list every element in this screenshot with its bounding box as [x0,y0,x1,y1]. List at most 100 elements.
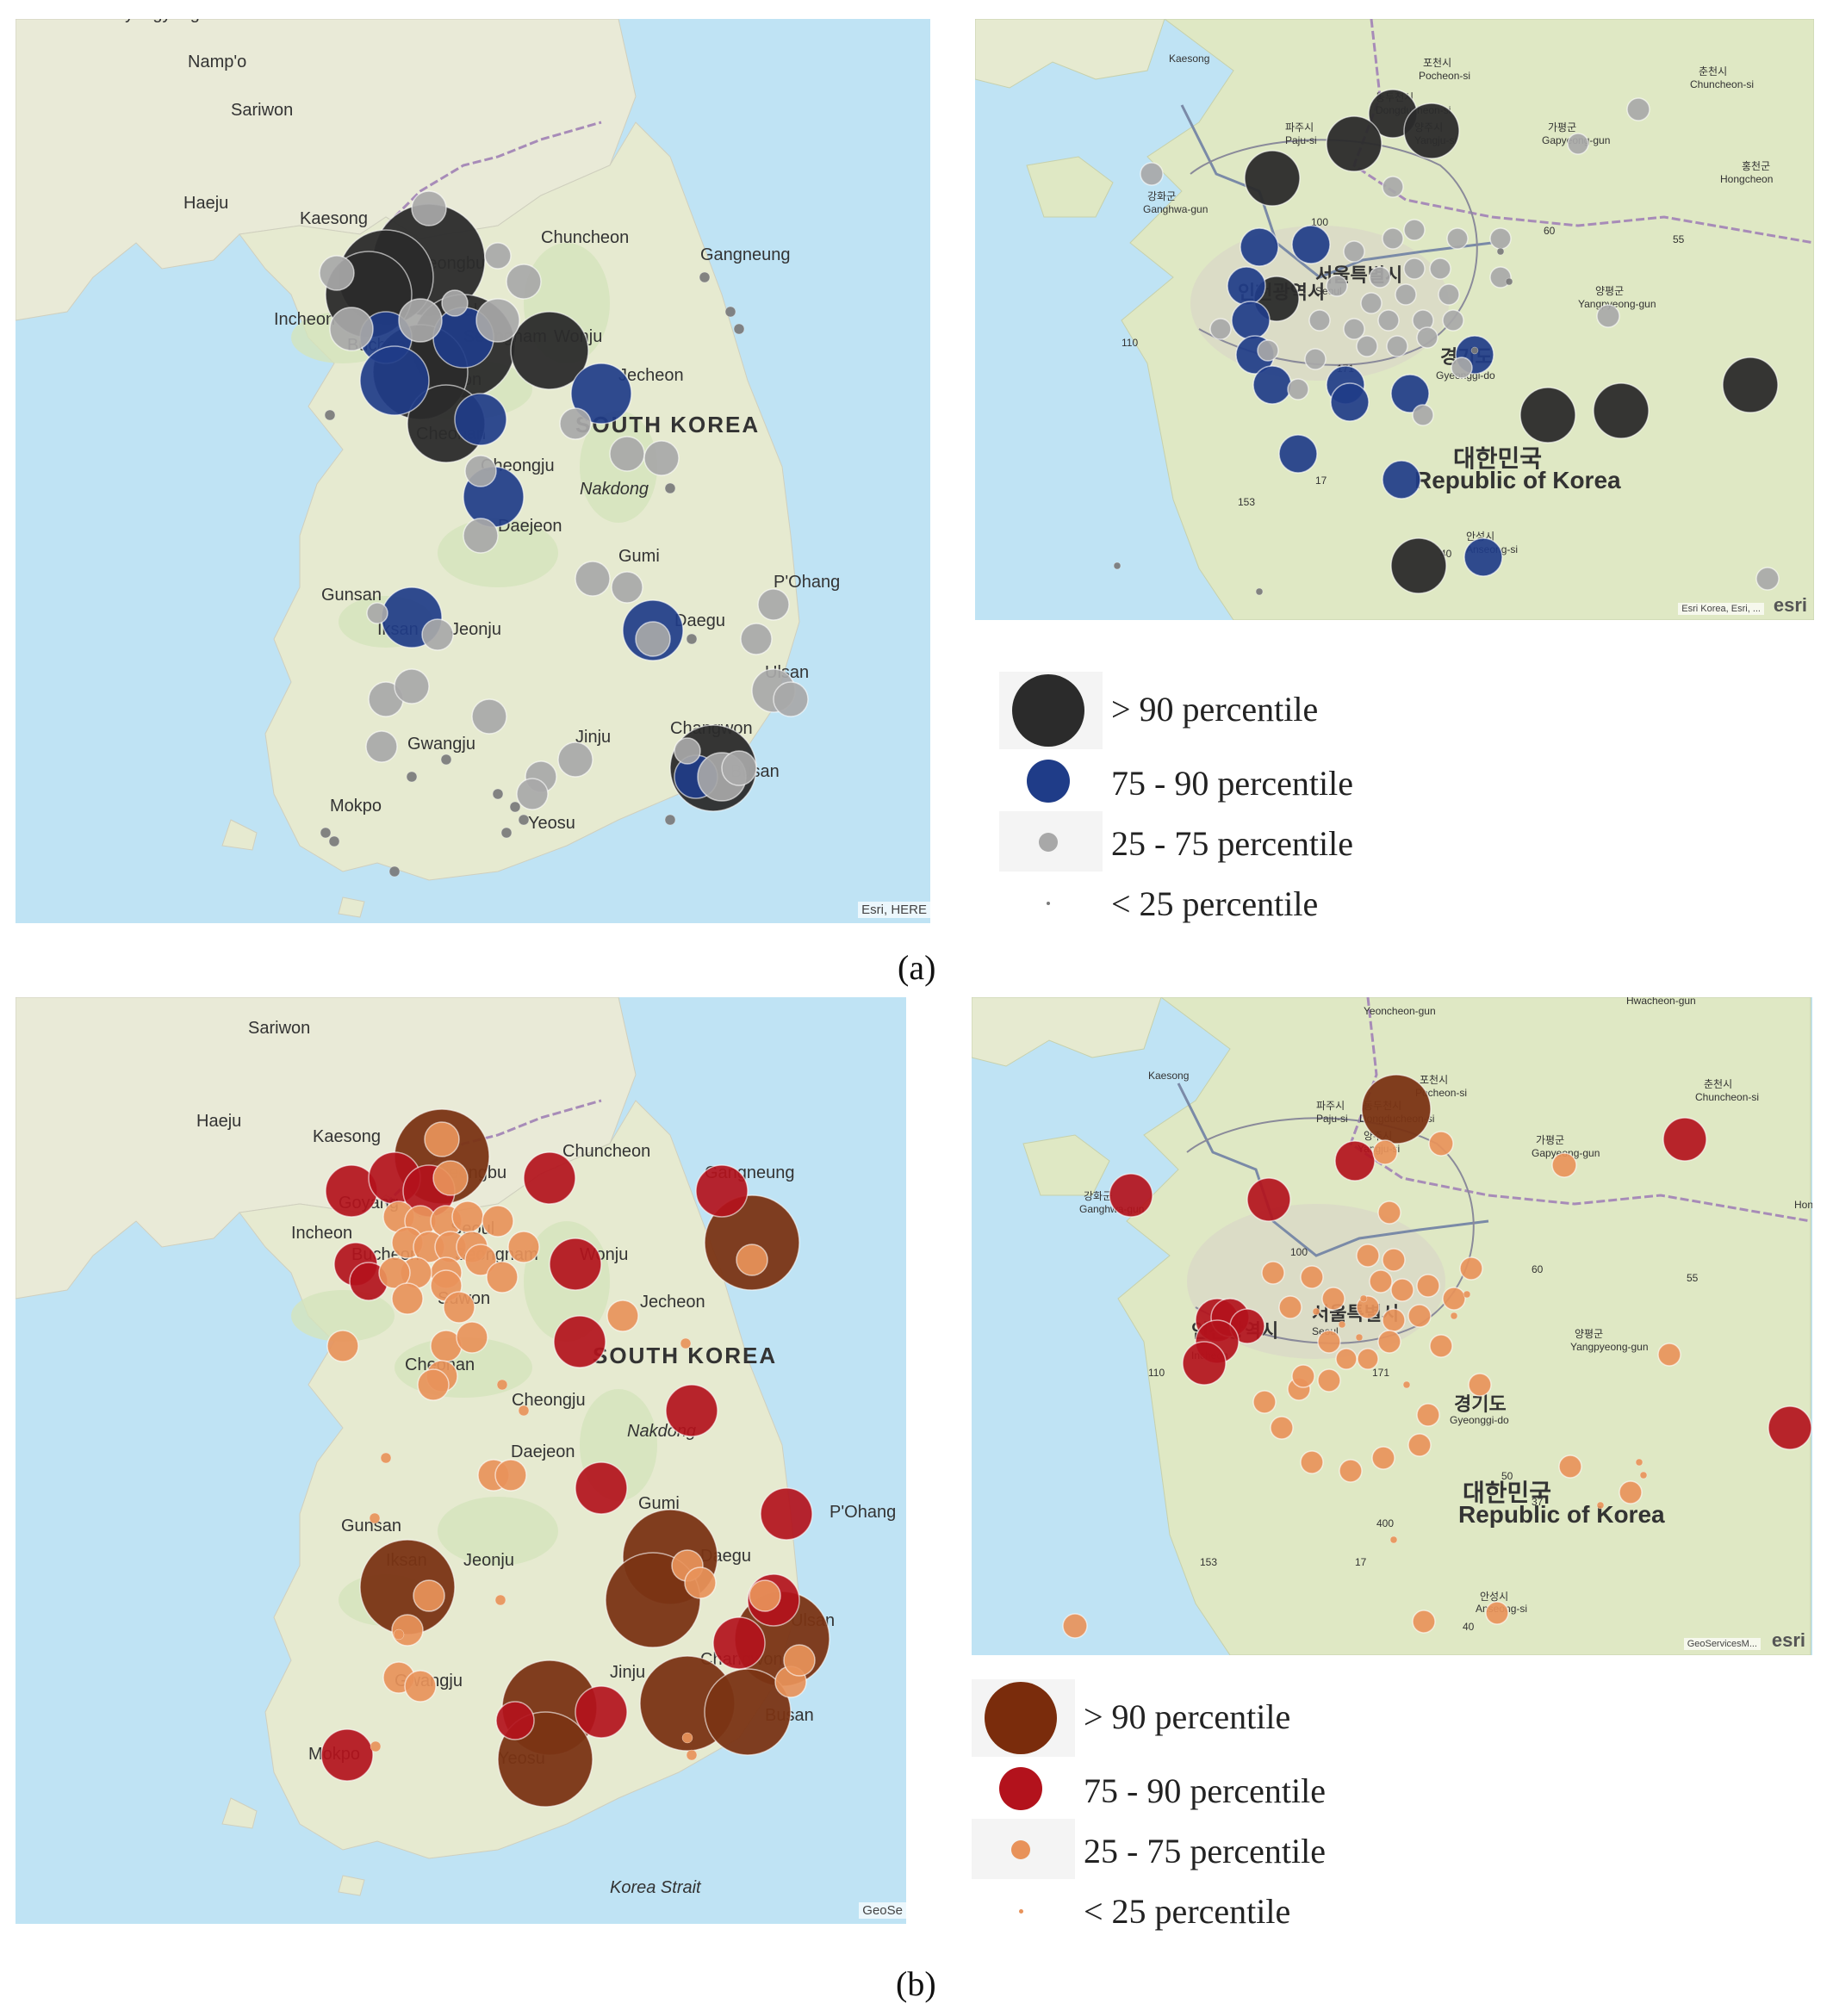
marker-p25_75 [1369,266,1391,288]
map-label: Gwangju [407,735,475,754]
marker-p25_75 [1416,1403,1440,1427]
marker-lt25 [1402,1380,1411,1389]
marker-p25_75 [329,307,374,351]
map-label: 양평군 [1575,1328,1603,1340]
marker-p25_75 [1261,1261,1285,1285]
marker-p25_75 [432,1160,469,1196]
marker-p25_75 [1062,1613,1088,1639]
legend-dot [1039,833,1058,852]
marker-p25_75 [441,289,469,317]
map-label: Chuncheon [562,1142,650,1161]
map-label: 37 [1532,1496,1544,1508]
marker-p25_75 [1412,404,1434,426]
marker-lt25 [1450,1312,1458,1320]
legend-dot [1019,1909,1023,1914]
marker-p25_75 [749,1579,781,1612]
river [1177,1082,1489,1257]
marker-p25_75 [494,1459,527,1492]
map-label: P'yongyang [110,19,200,23]
marker-p25_75 [1377,1200,1401,1225]
marker-lt25 [496,1379,508,1391]
marker-p25_75 [1287,378,1309,400]
panel-label-b: (b) [896,1964,936,2003]
marker-gt90 [1244,150,1301,207]
map-label: Gyeonggi-do [1450,1414,1509,1426]
marker-p25_75 [1382,1248,1406,1272]
map-label: Gumi [618,547,660,566]
marker-p25_75 [1252,1390,1277,1414]
marker-p25_75 [424,1121,460,1157]
marker-p25_75 [1619,1480,1643,1504]
map-label: Yangpyeong-gun [1578,298,1656,310]
map-label: 55 [1673,233,1685,245]
marker-p25_75 [1321,1287,1345,1311]
marker-p25_75 [1407,1304,1432,1328]
legend-dot [1012,674,1084,747]
marker-p25_75 [1335,1348,1358,1370]
marker-p25_75 [1357,1348,1379,1370]
map-a-regional-canvas: Kaesong포천시Pocheon-si춘천시Chuncheon-si동두천시D… [975,19,1814,620]
legend-a: > 90 percentile 75 - 90 percentile 25 - … [999,672,1602,930]
marker-p75_90 [553,1315,606,1368]
map-b-regional[interactable]: Yeoncheon-gun Hwacheon-gun Kaesong 포천시 Poche… [972,997,1812,1655]
map-label: Cheongju [512,1391,586,1410]
marker-lt25 [1470,346,1479,355]
marker-lt25 [388,865,401,878]
map-label: Jeonju [450,620,501,639]
marker-p25_75 [1377,1330,1401,1354]
marker-p25_75 [1382,1308,1406,1332]
marker-p25_75 [575,561,611,597]
marker-lt25 [686,1749,698,1761]
marker-p25_75 [1278,1295,1302,1319]
marker-p25_75 [378,1256,411,1289]
marker-lt25 [494,1594,506,1606]
marker-p25_75 [635,621,671,657]
marker-p75_90 [454,393,507,446]
marker-p25_75 [366,602,388,624]
map-label: Namp'o [188,53,246,71]
marker-lt25 [664,482,676,494]
map-b-national-canvas: SariwonHaejuKaesongChuncheonGangneungUij… [16,997,906,1924]
map-label: Pocheon-si [1419,70,1470,82]
marker-lt25 [686,633,698,645]
marker-p25_75 [1567,133,1589,155]
map-label: Sariwon [231,101,293,120]
legend-swatch-lt25 [999,872,1103,932]
marker-p25_75 [451,1200,484,1233]
marker-p25_75 [757,588,790,621]
legend-dot [1047,902,1050,905]
map-attribution: GeoSe [859,1902,906,1919]
marker-p75_90 [1768,1405,1812,1450]
marker-gt90 [1390,537,1447,594]
marker-p75_90 [695,1164,749,1218]
marker-p25_75 [1451,357,1473,379]
map-label: 가평군 [1548,121,1576,133]
legend-dot [985,1682,1057,1754]
legend-item-lt25: < 25 percentile [972,1879,1488,1939]
marker-p25_75 [1317,1330,1341,1354]
marker-lt25 [518,814,530,826]
marker-p75_90 [1463,537,1503,577]
marker-p25_75 [773,681,809,717]
map-a-national[interactable]: P'yongyang Namp'o Sariwon Haeju Kaesong Chunc… [16,19,930,923]
map-a-regional[interactable]: Kaesong포천시Pocheon-si춘천시Chuncheon-si동두천시D… [975,19,1814,620]
marker-p25_75 [463,518,499,554]
map-label: Kaesong [1148,1070,1189,1082]
map-attribution: Esri, HERE [858,902,930,918]
map-label: Jeonju [463,1551,514,1570]
legend-swatch-lt25 [972,1879,1075,1939]
marker-lt25 [1496,247,1505,256]
marker-p25_75 [1626,97,1650,121]
map-label: Republic of Korea [1414,467,1621,493]
map-label: 파주시 [1285,121,1314,133]
map-label: 양평군 [1595,285,1624,297]
marker-p25_75 [1428,1131,1454,1157]
marker-p25_75 [674,737,701,765]
marker-p25_75 [1304,348,1327,370]
marker-lt25 [664,814,676,826]
marker-p25_75 [1382,176,1404,198]
esri-logo: esri [1773,594,1807,616]
map-b-national[interactable]: SariwonHaejuKaesongChuncheonGangneungUij… [16,997,906,1924]
marker-p25_75 [1140,162,1164,186]
